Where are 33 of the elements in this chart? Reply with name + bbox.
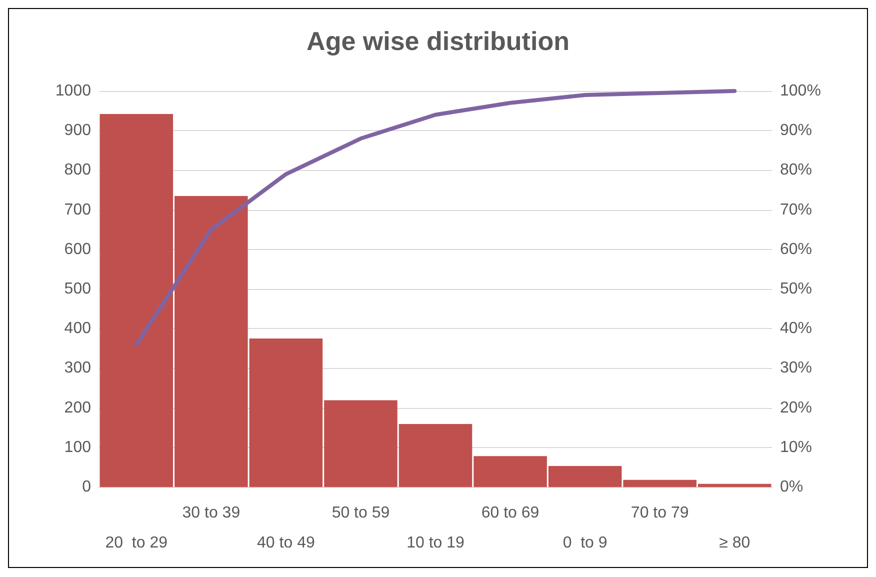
y2-tick-label: 90%: [780, 122, 812, 140]
x-tick-label: 60 to 69: [481, 504, 540, 522]
y2-tick-label: 20%: [780, 399, 812, 416]
x-tick-label: 40 to 49: [257, 534, 315, 552]
y2-tick-label: 50%: [780, 280, 812, 298]
y2-tick-label: 30%: [780, 360, 812, 377]
y-tick-label: 600: [64, 240, 92, 258]
chart-title: Age wise distribution: [306, 26, 570, 56]
y2-tick-label: 100%: [780, 82, 821, 100]
x-tick-label: ≥ 80: [719, 534, 750, 552]
y-tick-label: 700: [64, 201, 92, 218]
y2-tick-label: 80%: [780, 162, 812, 179]
x-tick-label: 30 to 39: [182, 504, 240, 522]
y-tick-label: 500: [64, 280, 92, 298]
line-series: [134, 89, 737, 346]
y-tick-label: 900: [64, 122, 92, 140]
x-tick-label: 20 to 29: [105, 534, 168, 552]
y-tick-label: 100: [64, 438, 92, 456]
x-tick-label: 10 to 19: [406, 534, 465, 552]
y-tick-label: 400: [64, 320, 92, 338]
y-tick-label: 0: [82, 478, 92, 496]
y2-tick-label: 10%: [780, 438, 812, 456]
y-tick-label: 800: [64, 162, 92, 179]
x-tick-label: 70 to 79: [630, 504, 689, 522]
y-tick-label: 1000: [55, 82, 92, 100]
y2-tick-label: 70%: [780, 201, 812, 218]
y-tick-label: 300: [64, 360, 92, 377]
x-tick-label: 50 to 59: [332, 504, 390, 522]
y2-tick-label: 0%: [780, 478, 804, 496]
x-tick-label: 0 to 9: [562, 534, 608, 552]
y2-tick-label: 40%: [780, 320, 812, 338]
y2-tick-label: 60%: [780, 240, 812, 258]
y-tick-label: 200: [64, 399, 92, 416]
